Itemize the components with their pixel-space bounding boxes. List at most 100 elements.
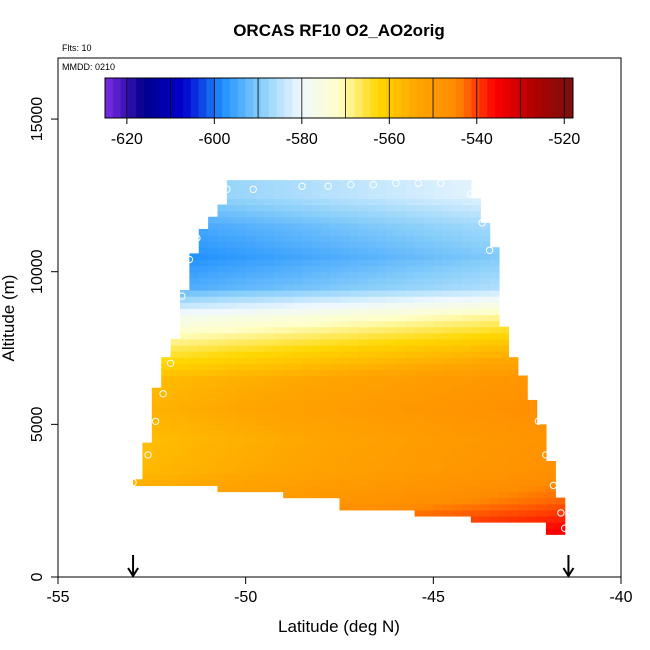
colorbar-segment	[487, 78, 496, 118]
heat-cell	[461, 253, 472, 261]
heat-cell	[367, 399, 378, 407]
heat-cell	[433, 320, 444, 328]
heat-cell	[358, 491, 369, 499]
heat-cell	[339, 216, 350, 224]
heat-cell	[386, 338, 397, 346]
heat-cell	[414, 344, 425, 352]
heat-cell	[452, 479, 463, 487]
heat-cell	[170, 399, 181, 407]
heat-cell	[245, 308, 256, 316]
heat-cell	[320, 491, 331, 499]
heat-cell	[527, 467, 538, 474]
colorbar-segment	[198, 78, 207, 118]
heat-cell	[405, 460, 416, 468]
heat-cell	[198, 357, 209, 364]
heat-cell	[273, 314, 284, 322]
heat-cell	[273, 186, 284, 193]
heat-cell	[226, 338, 237, 346]
heat-cell	[480, 314, 491, 322]
heat-cell	[442, 363, 453, 370]
heat-cell	[517, 375, 528, 383]
heat-cell	[358, 460, 369, 468]
heat-cell	[311, 393, 322, 401]
heat-cell	[499, 497, 509, 505]
heat-cell	[377, 302, 388, 309]
heat-cell	[442, 351, 453, 358]
heat-cell	[255, 302, 266, 309]
heat-cell	[264, 186, 275, 193]
heat-cell	[433, 198, 444, 206]
heat-cell	[470, 290, 481, 297]
heat-cell	[489, 375, 500, 383]
heat-cell	[423, 381, 434, 389]
heat-cell	[377, 314, 388, 322]
heat-cell	[189, 253, 200, 261]
heat-cell	[433, 351, 444, 358]
heat-cell	[245, 186, 256, 193]
heat-cell	[339, 406, 350, 413]
heat-cell	[517, 497, 528, 505]
heat-cell	[414, 198, 425, 206]
heat-cell	[264, 222, 275, 230]
heat-cell	[236, 259, 247, 267]
heat-cell	[517, 503, 528, 511]
heat-cell	[283, 277, 294, 285]
heat-cell	[358, 314, 369, 322]
heat-cell	[320, 314, 331, 322]
heat-cell	[433, 375, 444, 383]
heat-cell	[264, 180, 275, 187]
heat-cell	[273, 210, 284, 218]
heat-cell	[236, 210, 247, 218]
heat-cell	[273, 479, 284, 487]
heat-cell	[423, 198, 434, 206]
heat-cell	[470, 216, 481, 224]
heat-cell	[442, 314, 453, 322]
heat-cell	[377, 491, 388, 499]
heat-cell	[189, 436, 200, 444]
heat-cell	[461, 387, 472, 395]
heat-cell	[367, 418, 378, 425]
heat-cell	[508, 497, 519, 505]
heat-cell	[320, 302, 331, 309]
heat-cell	[320, 259, 331, 267]
track-point	[534, 417, 543, 425]
heat-cell	[423, 363, 434, 370]
heat-cell	[264, 479, 275, 487]
heat-cell	[311, 314, 322, 322]
heat-cell	[527, 412, 538, 419]
heat-cell	[405, 357, 416, 364]
heat-cell	[339, 393, 350, 401]
heat-cell	[489, 259, 500, 267]
track-point	[185, 255, 194, 264]
heat-cell	[405, 192, 416, 200]
heat-cell	[339, 192, 350, 200]
heat-cell	[433, 241, 444, 248]
heat-cell	[405, 351, 416, 358]
colorbar-segment	[339, 78, 348, 118]
heat-cell	[442, 442, 453, 450]
heat-cell	[217, 485, 228, 493]
heat-cell	[395, 393, 406, 401]
heat-cell	[433, 216, 444, 224]
heat-cell	[339, 357, 350, 364]
heat-cell	[339, 497, 350, 505]
heat-cell	[433, 467, 444, 474]
heat-cell	[236, 399, 247, 407]
heat-cell	[301, 375, 312, 383]
heat-cell	[151, 460, 162, 468]
heat-cell	[386, 485, 397, 493]
heat-cell	[255, 363, 266, 370]
heat-cell	[377, 454, 388, 462]
heat-cell	[339, 387, 350, 395]
heat-cell	[273, 399, 284, 407]
heat-cell	[423, 436, 434, 444]
heat-cell	[452, 351, 463, 358]
heat-cell	[255, 247, 266, 254]
heat-cell	[264, 296, 275, 303]
heat-cell	[499, 351, 509, 358]
heat-cell	[442, 381, 453, 389]
heat-cell	[255, 277, 266, 285]
heat-cell	[499, 454, 509, 462]
heat-cell	[527, 497, 538, 505]
x-tick-label: -40	[609, 589, 632, 606]
